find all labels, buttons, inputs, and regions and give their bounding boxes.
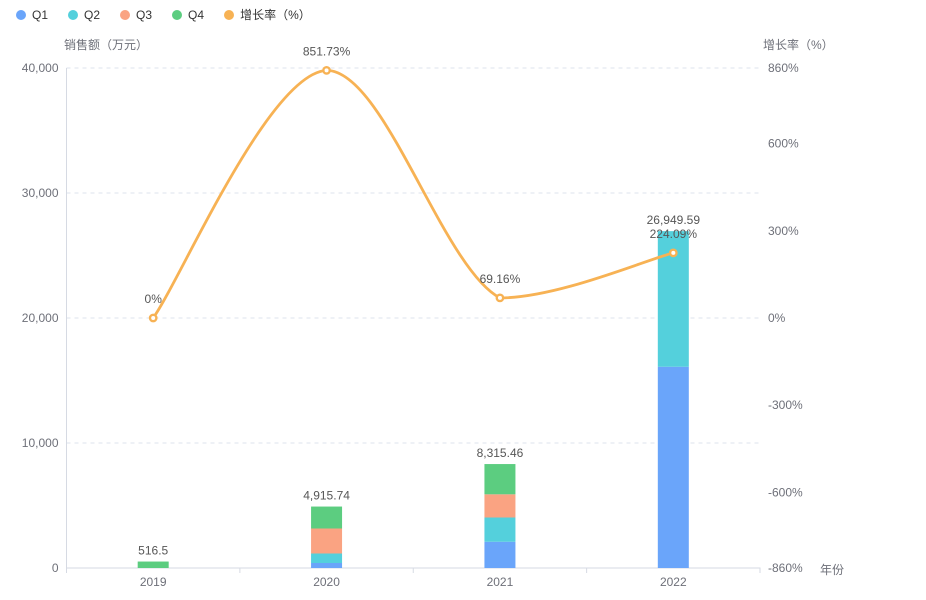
legend-item-label: Q1 (32, 8, 49, 22)
bar-segment-q2-2021[interactable] (484, 517, 516, 542)
y-axis-right-tick-label: 0% (768, 311, 786, 325)
y-axis-left-tick-label: 10,000 (22, 436, 59, 450)
growth-rate-line (151, 69, 675, 320)
y-axis-left-tick-label: 20,000 (22, 311, 59, 325)
growth-rate-point-label: 851.73% (303, 44, 351, 58)
legend-marker-icon (120, 10, 131, 20)
legend-item-label: Q4 (188, 8, 205, 22)
growth-rate-point-label: 0% (145, 292, 163, 306)
bar-segment-q3-2020[interactable] (311, 528, 343, 554)
bar-segment-q4-2021[interactable] (484, 464, 516, 495)
x-axis-category-label: 2022 (660, 575, 687, 589)
y-axis-left-tick-label: 30,000 (22, 186, 59, 200)
bar-segment-q1-2020[interactable] (311, 563, 343, 568)
bar-total-label: 4,915.74 (303, 489, 350, 503)
bar-segment-q2-2020[interactable] (311, 553, 343, 564)
left-axis-title: 销售额（万元） (64, 38, 149, 52)
legend-marker-icon (224, 10, 235, 20)
growth-rate-point-2022[interactable] (668, 248, 678, 258)
y-axis-left-tick-label: 40,000 (22, 61, 59, 75)
legend-item-label: 增长率（%） (240, 8, 311, 22)
bar-segment-q3-2021[interactable] (484, 494, 516, 518)
bar-total-label: 26,949.59 (647, 213, 701, 227)
x-axis-category-label: 2021 (487, 575, 514, 589)
y-axis-right-tick-label: 300% (768, 224, 799, 238)
x-axis-category-label: 2020 (313, 575, 340, 589)
legend-marker-icon (16, 10, 26, 20)
legend-item-q4[interactable]: Q4 (172, 7, 204, 23)
y-axis-right-tick-label: 860% (768, 61, 799, 75)
bar-segment-q4-2020[interactable] (311, 506, 343, 529)
right-axis-title: 增长率（%） (763, 38, 834, 52)
x-axis-title: 年份 (820, 563, 845, 577)
bar-segment-q1-2021[interactable] (484, 541, 516, 568)
growth-rate-point-2021[interactable] (495, 293, 505, 303)
legend-marker-icon (172, 10, 183, 20)
y-axis-right-tick-label: 600% (768, 137, 799, 151)
growth-rate-point-label: 69.16% (480, 272, 521, 286)
bar-segment-q4-2019[interactable] (137, 561, 169, 568)
legend-item-q3[interactable]: Q3 (120, 7, 152, 23)
legend: Q1 Q2 Q3 Q4 增长率（%） (16, 7, 311, 23)
growth-rate-point-label: 224.09% (650, 227, 698, 241)
y-axis-right-tick-label: -600% (768, 485, 803, 499)
y-axis-left-tick-label: 0 (52, 561, 59, 575)
legend-item-label: Q2 (84, 8, 101, 22)
y-axis-right-tick-label: -860% (768, 561, 803, 575)
legend-item-label: Q3 (136, 8, 153, 22)
growth-rate-point-2020[interactable] (322, 66, 331, 75)
legend-item-q1[interactable]: Q1 (16, 7, 48, 23)
legend-item-growth-rate[interactable]: 增长率（%） (224, 7, 311, 23)
x-axis-category-label: 2019 (140, 575, 167, 589)
bar-segment-q1-2022[interactable] (657, 366, 689, 568)
legend-item-q2[interactable]: Q2 (68, 7, 100, 23)
bar-total-label: 8,315.46 (477, 446, 524, 460)
bar-total-label: 516.5 (138, 544, 168, 558)
y-axis-right-tick-label: -300% (768, 398, 803, 412)
legend-marker-icon (68, 10, 79, 20)
growth-rate-point-2019[interactable] (148, 313, 158, 323)
